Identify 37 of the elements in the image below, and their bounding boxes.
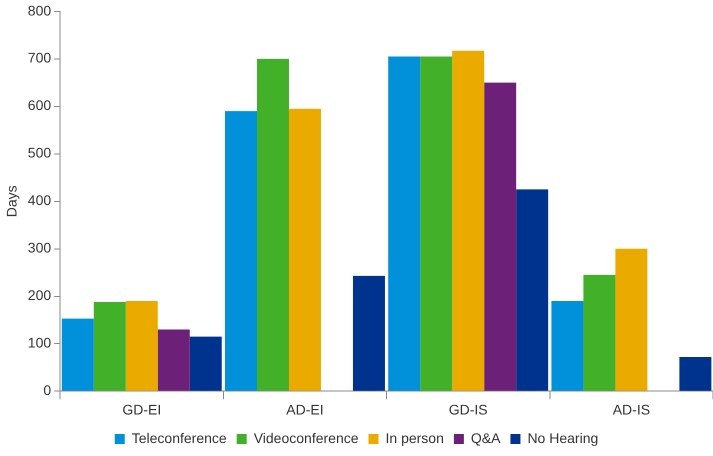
y-tick-label: 400 bbox=[28, 192, 52, 208]
y-tick-label: 0 bbox=[43, 382, 52, 398]
bar bbox=[190, 336, 222, 391]
y-tick-label: 800 bbox=[28, 2, 52, 18]
bar bbox=[256, 58, 289, 391]
bar bbox=[225, 111, 257, 391]
bar bbox=[126, 301, 158, 391]
x-tick-label: AD-IS bbox=[612, 401, 650, 418]
bar bbox=[388, 56, 420, 391]
y-tick-label: 600 bbox=[28, 97, 52, 114]
bar bbox=[615, 248, 648, 391]
bar bbox=[62, 318, 94, 391]
y-tick-label: 500 bbox=[28, 144, 52, 161]
legend-label: In person bbox=[386, 430, 444, 446]
bar bbox=[420, 56, 452, 391]
bar bbox=[288, 108, 321, 391]
y-tick-label: 700 bbox=[28, 50, 52, 66]
bar bbox=[583, 274, 616, 391]
bar bbox=[484, 82, 516, 391]
x-tick-label: AD-EI bbox=[286, 401, 324, 418]
bar bbox=[452, 50, 484, 391]
y-tick-label: 300 bbox=[28, 240, 52, 256]
legend-label: Q&A bbox=[470, 430, 502, 446]
bar bbox=[679, 357, 712, 391]
legend-label: Teleconference bbox=[132, 430, 227, 446]
bar bbox=[352, 276, 385, 391]
y-tick-label: 200 bbox=[28, 287, 52, 304]
x-tick-label: GD-EI bbox=[122, 401, 162, 418]
bar bbox=[516, 189, 548, 391]
x-tick-label: GD-IS bbox=[448, 401, 488, 418]
legend-label: Videoconference bbox=[254, 430, 359, 446]
legend-label: No Hearing bbox=[527, 430, 598, 446]
bar bbox=[158, 329, 190, 391]
bar bbox=[94, 302, 126, 391]
y-tick-label: 100 bbox=[28, 334, 52, 351]
bar bbox=[551, 301, 584, 391]
y-axis-title: Days bbox=[3, 185, 20, 218]
